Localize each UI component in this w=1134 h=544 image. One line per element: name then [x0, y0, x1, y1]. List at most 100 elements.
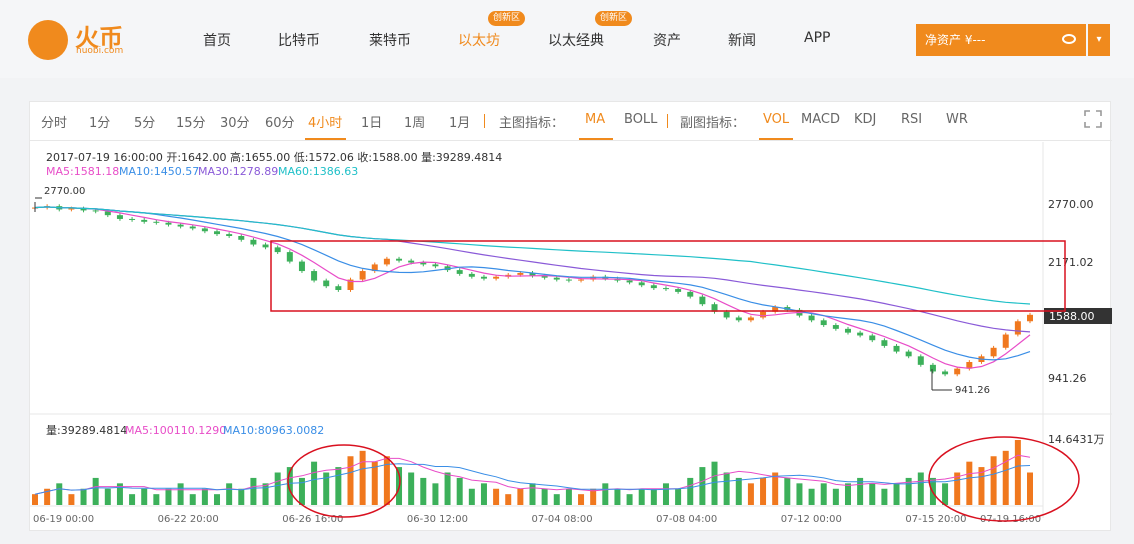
tab-period-5m[interactable]: 5分 [134, 116, 156, 131]
volume-bar [590, 488, 597, 505]
volume-bar [541, 488, 548, 505]
candle-body [844, 328, 851, 333]
tab-period-1m[interactable]: 1分 [89, 116, 111, 131]
volume-bar [468, 488, 475, 505]
price-tick: 2171.02 [1048, 256, 1094, 269]
candle-body [104, 211, 111, 216]
tab-period-15m[interactable]: 15分 [176, 116, 206, 131]
nav-news[interactable]: 新闻 [728, 33, 756, 49]
volume-bar [226, 483, 233, 505]
logo-text[interactable]: 火币 [75, 24, 123, 52]
volume-bar [189, 494, 196, 505]
volume-bar [80, 488, 87, 505]
volume-bar [662, 483, 669, 505]
volume-bar [262, 483, 269, 505]
candle-body [432, 264, 439, 267]
volume-bar [942, 483, 949, 505]
net-assets-label: 净资产 ¥--- [925, 33, 986, 47]
tab-indicator-wr[interactable]: WR [946, 112, 968, 127]
tab-period-30m[interactable]: 30分 [220, 116, 250, 131]
nav-app[interactable]: APP [804, 30, 831, 46]
candle-body [747, 317, 754, 321]
candle-body [153, 221, 160, 223]
innovation-badge: 创新区 [595, 11, 633, 26]
candle-body [590, 276, 597, 280]
volume-bar [978, 467, 985, 505]
candle-body [1014, 321, 1021, 335]
net-assets-button[interactable]: 净资产 ¥--- [916, 24, 1086, 56]
candle-body [408, 260, 415, 263]
nav-bitcoin[interactable]: 比特币 [278, 33, 320, 49]
nav-ethereum-classic[interactable]: 以太经典 [548, 33, 604, 49]
tab-period-timeline[interactable]: 分时 [41, 116, 68, 131]
tab-indicator-ma[interactable]: MA [585, 112, 606, 127]
sub-indicator-label: 副图指标： [680, 116, 746, 131]
tab-period-4h[interactable]: 4小时 [308, 116, 343, 131]
volume-bar [626, 494, 633, 505]
volume-bar [614, 488, 621, 505]
candle-body [954, 368, 961, 375]
candle-body [141, 219, 148, 222]
candle-body [650, 285, 657, 289]
candle-body [468, 273, 475, 277]
volume-bar [141, 488, 148, 505]
candle-body [177, 224, 184, 227]
candle-body [832, 325, 839, 329]
candle-body [881, 340, 888, 346]
huobi-logo-icon[interactable] [28, 20, 68, 60]
price-tick: 941.26 [1048, 372, 1087, 385]
volume-bar [747, 483, 754, 505]
nav-assets[interactable]: 资产 [653, 33, 681, 49]
volume-axis-tick: 14.6431万 [1048, 433, 1105, 446]
eye-hidden-icon[interactable] [1062, 34, 1076, 44]
tab-period-1d[interactable]: 1日 [361, 116, 383, 131]
candle-body [201, 228, 208, 232]
candle-body [638, 282, 645, 286]
main-indicator-label: 主图指标： [499, 116, 565, 131]
candle-body [274, 247, 281, 253]
volume-bar [383, 456, 390, 505]
current-price-tag [1044, 308, 1112, 324]
candle-body [675, 289, 682, 292]
volume-bar [250, 477, 257, 505]
tab-indicator-rsi[interactable]: RSI [901, 112, 923, 127]
tab-period-1w[interactable]: 1周 [404, 116, 426, 131]
nav-ethereum[interactable]: 以太坊 [458, 33, 500, 49]
tab-period-1mo[interactable]: 1月 [449, 116, 471, 131]
tab-indicator-boll[interactable]: BOLL [624, 112, 658, 127]
candle-body [189, 226, 196, 229]
volume-bar [869, 483, 876, 505]
candle-body [735, 317, 742, 321]
volume-bar [165, 488, 172, 505]
volume-bar [420, 477, 427, 505]
volume-ma5-label: MA5:100110.1290 [125, 424, 226, 437]
volume-bar [371, 461, 378, 505]
kline-chart[interactable]: 2017-07-19 16:00:00 开:1642.00 高:1655.00 … [30, 142, 1112, 532]
tab-period-60m[interactable]: 60分 [265, 116, 295, 131]
time-axis: 06-19 00:00 06-22 20:00 06-26 16:00 06-30 1… [33, 514, 1041, 525]
volume-label: 量:39289.4814 [46, 424, 127, 437]
volume-bar [1027, 472, 1033, 505]
current-price-label: 1588.00 [1049, 310, 1095, 323]
volume-bar [347, 456, 354, 505]
volume-bar [723, 472, 730, 505]
tab-indicator-macd[interactable]: MACD [801, 112, 840, 127]
volume-bar [990, 456, 997, 505]
time-axis-label: 07-12 00:00 [781, 514, 842, 525]
time-axis-label: 07-04 08:00 [532, 514, 593, 525]
volume-bar [687, 477, 694, 505]
ma10-line [34, 206, 1031, 361]
nav-litecoin[interactable]: 莱特币 [369, 33, 411, 49]
fullscreen-icon[interactable] [1084, 110, 1102, 128]
nav-home[interactable]: 首页 [203, 33, 231, 49]
candle-body [687, 291, 694, 297]
tab-indicator-kdj[interactable]: KDJ [854, 112, 877, 127]
volume-bar [553, 494, 560, 505]
candle-body [68, 208, 75, 210]
chevron-down-icon[interactable]: ▾ [1088, 24, 1110, 56]
volume-bar [323, 472, 330, 505]
candle-body [905, 351, 912, 357]
volume-bar [432, 483, 439, 505]
candle-body [760, 311, 767, 318]
tab-indicator-vol[interactable]: VOL [763, 112, 790, 127]
